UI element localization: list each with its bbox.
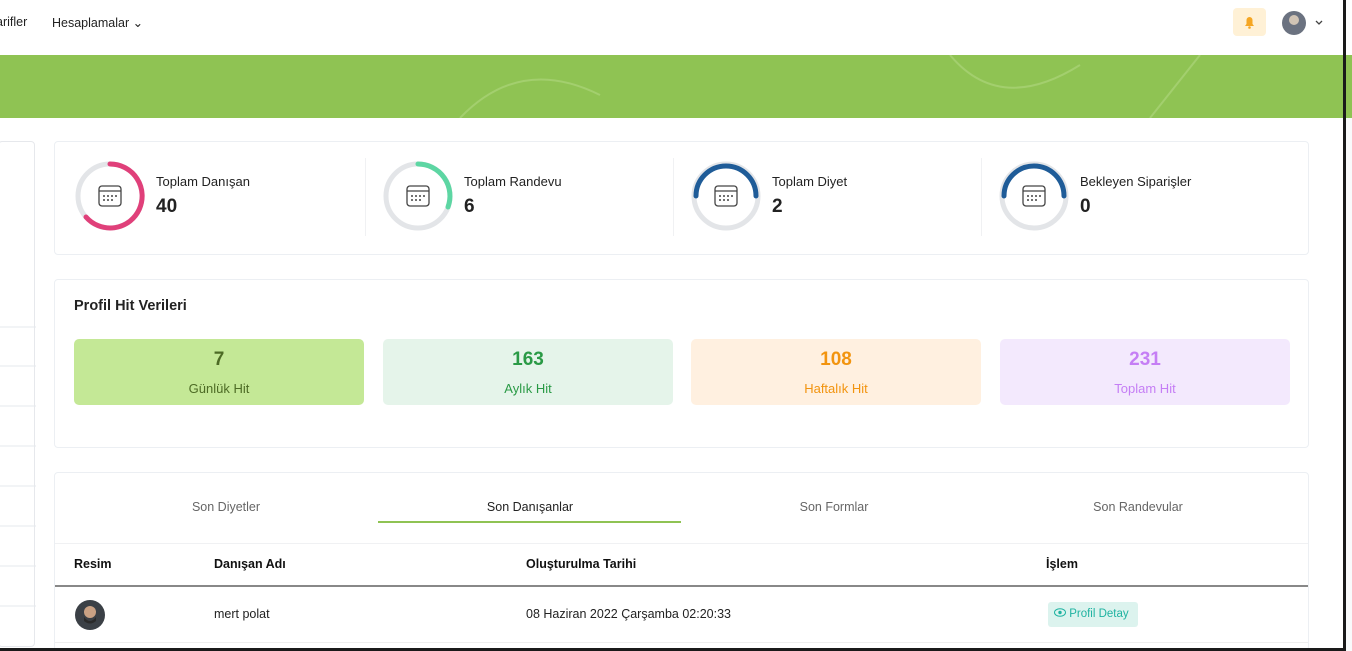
tab[interactable]: Son Diyetler	[191, 500, 261, 514]
tab[interactable]: Son Randevular	[1093, 500, 1183, 514]
notification-button[interactable]	[1233, 8, 1266, 36]
frame-edge	[0, 648, 1346, 651]
hit-box: 231 Toplam Hit	[1000, 339, 1290, 405]
stat-label: Toplam Randevu	[464, 174, 562, 189]
eye-icon	[1054, 608, 1066, 617]
detail-label[interactable]: Profil Detay	[1069, 608, 1129, 620]
row-rule	[55, 642, 1308, 643]
nav-item[interactable]: Hesaplamalar ⌄	[52, 16, 144, 30]
hit-value: 231	[1129, 349, 1161, 370]
user-menu[interactable]	[1280, 10, 1325, 38]
table-header: Resim	[74, 557, 112, 571]
banner	[0, 54, 1352, 119]
created-date: 08 Haziran 2022 Çarşamba 02:20:33	[526, 607, 731, 621]
avatar	[75, 600, 105, 630]
stat-ring	[691, 161, 761, 231]
hit-value: 7	[213, 349, 225, 370]
divider	[55, 543, 1308, 544]
sidebar	[0, 141, 36, 647]
hit-box: 7 Günlük Hit	[74, 339, 364, 405]
hit-value: 163	[512, 349, 544, 370]
stat-value: 6	[464, 196, 475, 217]
stat-label: Toplam Diyet	[772, 174, 848, 189]
frame-edge	[1343, 0, 1346, 651]
nav-item[interactable]: arifler	[0, 15, 28, 29]
stats-card	[54, 141, 1309, 255]
stat-divider	[673, 158, 674, 236]
top-nav: arifler Hesaplamalar ⌄	[0, 0, 1352, 55]
stat-ring	[75, 161, 145, 231]
tab-active[interactable]: Son Danışanlar	[486, 500, 574, 514]
stat-divider	[981, 158, 982, 236]
banner-pattern	[459, 54, 1201, 119]
hit-value: 108	[820, 349, 852, 370]
hit-label: Toplam Hit	[1114, 381, 1176, 396]
table-header: İşlem	[1046, 557, 1078, 571]
stat-value: 2	[772, 196, 783, 217]
hits-title: Profil Hit Verileri	[74, 298, 187, 314]
stat-label: Toplam Danışan	[156, 174, 250, 189]
stat-value: 0	[1080, 196, 1091, 217]
hit-label: Aylık Hit	[504, 381, 552, 396]
sidebar-lines	[0, 326, 36, 607]
nav-label[interactable]: Hesaplamalar	[52, 16, 130, 30]
stat-ring	[383, 161, 453, 231]
hit-box: 163 Aylık Hit	[383, 339, 673, 405]
stat-divider	[365, 158, 366, 236]
hit-label: Haftalık Hit	[804, 381, 868, 396]
stat-value: 40	[156, 196, 178, 217]
tab-underline	[378, 521, 681, 523]
table-header: Oluşturulma Tarihi	[526, 557, 637, 571]
stat-label: Bekleyen Siparişler	[1080, 174, 1192, 189]
bell-icon	[1245, 17, 1254, 29]
hit-label: Günlük Hit	[188, 381, 250, 396]
table-header: Danışan Adı	[214, 557, 286, 571]
header-rule	[55, 585, 1308, 587]
detail-button[interactable]: Profil Detay	[1048, 602, 1138, 627]
hit-box: 108 Haftalık Hit	[691, 339, 981, 405]
stat-ring	[999, 161, 1069, 231]
client-name: mert polat	[214, 607, 270, 621]
tab[interactable]: Son Formlar	[799, 500, 869, 514]
